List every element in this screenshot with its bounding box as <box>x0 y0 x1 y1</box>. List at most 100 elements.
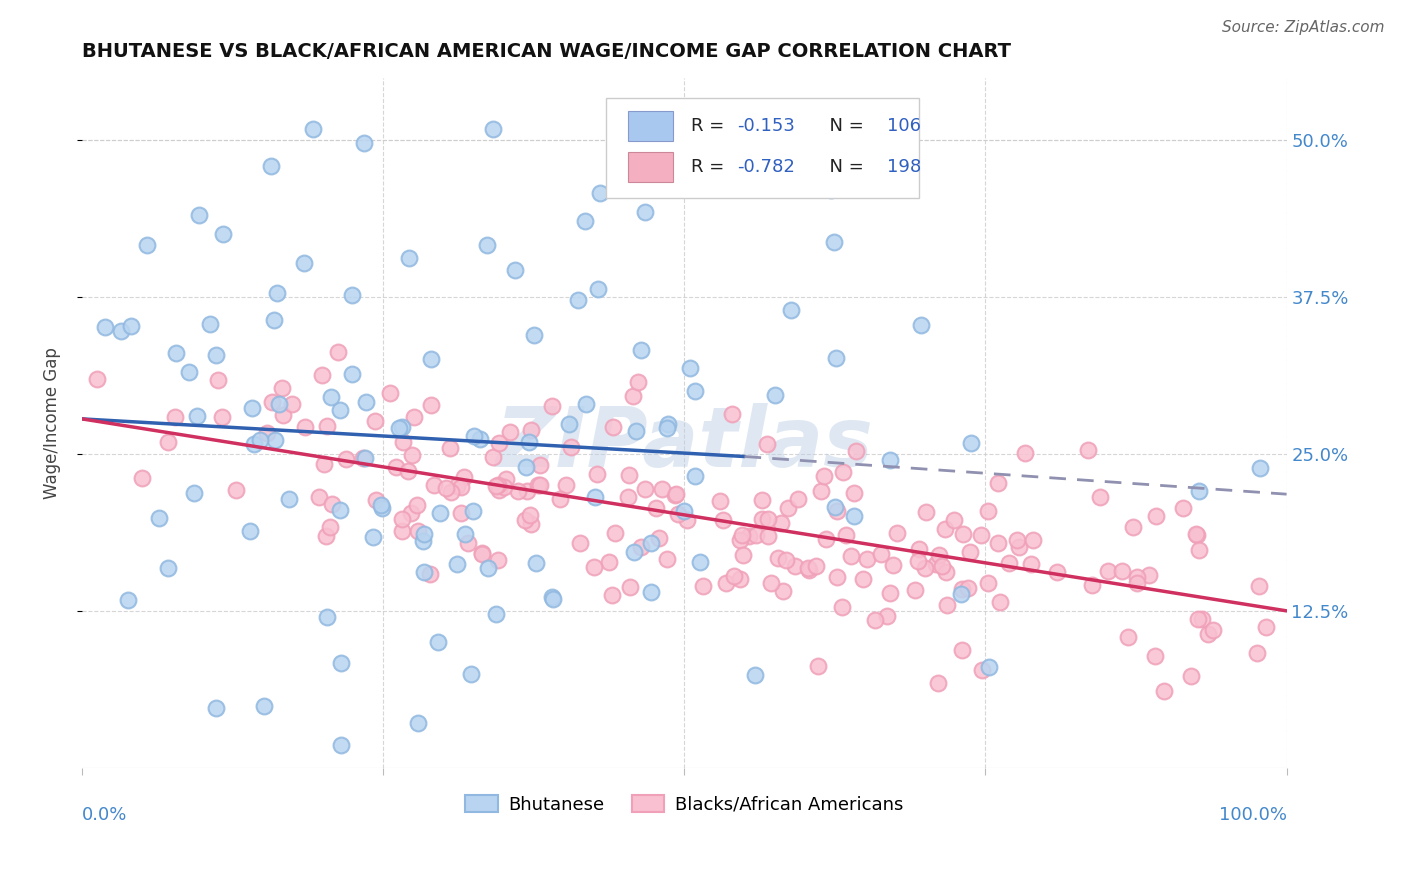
Point <box>583 490 606 504</box>
Point <box>205 348 228 362</box>
Point <box>763 387 786 401</box>
Point <box>420 351 443 366</box>
Point <box>266 285 288 300</box>
Point <box>807 659 830 673</box>
Point <box>936 599 959 613</box>
Point <box>825 351 848 365</box>
Point <box>516 483 538 498</box>
Point <box>825 570 848 584</box>
Point <box>824 500 846 515</box>
Point <box>326 345 349 359</box>
Point <box>131 471 153 485</box>
Point <box>488 436 510 450</box>
Point <box>486 477 509 491</box>
Point <box>263 313 285 327</box>
Point <box>560 440 582 454</box>
Point <box>541 399 564 413</box>
Point <box>524 556 547 570</box>
Point <box>471 547 494 561</box>
Point <box>520 516 543 531</box>
FancyBboxPatch shape <box>627 153 673 183</box>
Point <box>731 548 754 562</box>
Point <box>499 425 522 440</box>
FancyBboxPatch shape <box>627 111 673 141</box>
Text: 198: 198 <box>887 158 921 177</box>
Point <box>302 122 325 136</box>
Point <box>1111 564 1133 578</box>
Point <box>413 527 436 541</box>
Point <box>731 528 754 542</box>
Point <box>321 497 343 511</box>
Point <box>529 478 551 492</box>
Text: -0.782: -0.782 <box>737 158 796 177</box>
Point <box>398 464 420 478</box>
Point <box>651 483 673 497</box>
Point <box>249 433 271 447</box>
Point <box>806 559 828 574</box>
Point <box>406 524 429 538</box>
Point <box>952 526 974 541</box>
Point <box>692 579 714 593</box>
Point <box>1188 483 1211 498</box>
Point <box>679 361 702 376</box>
Point <box>783 559 806 574</box>
Point <box>575 397 598 411</box>
Point <box>419 567 441 582</box>
Point <box>446 479 468 493</box>
Point <box>207 373 229 387</box>
Point <box>709 494 731 508</box>
Point <box>786 491 808 506</box>
Point <box>1144 509 1167 524</box>
Point <box>460 666 482 681</box>
Point <box>253 699 276 714</box>
Text: N =: N = <box>818 117 869 135</box>
Point <box>148 511 170 525</box>
Point <box>623 545 645 559</box>
Point <box>513 513 536 527</box>
Point <box>204 701 226 715</box>
Point <box>627 376 650 390</box>
Point <box>260 159 283 173</box>
Point <box>1197 627 1219 641</box>
Point <box>1126 570 1149 584</box>
Point <box>950 642 973 657</box>
Point <box>239 524 262 538</box>
Point <box>950 582 973 597</box>
Point <box>454 527 477 541</box>
Point <box>720 407 742 421</box>
Point <box>378 386 401 401</box>
Point <box>434 481 457 495</box>
Point <box>361 530 384 544</box>
Point <box>640 535 662 549</box>
Point <box>586 467 609 481</box>
Point <box>186 409 208 423</box>
Point <box>1019 557 1042 571</box>
Point <box>453 470 475 484</box>
Point <box>1122 519 1144 533</box>
Point <box>519 508 541 522</box>
Point <box>970 663 993 677</box>
Point <box>600 589 623 603</box>
Point <box>475 237 498 252</box>
Point <box>335 452 357 467</box>
Point <box>835 528 858 542</box>
Point <box>634 204 657 219</box>
Point <box>240 401 263 416</box>
Point <box>634 482 657 496</box>
Point <box>1249 461 1271 475</box>
Point <box>998 556 1021 570</box>
Point <box>768 550 790 565</box>
Point <box>329 738 352 752</box>
Point <box>664 487 686 501</box>
Point <box>988 595 1011 609</box>
Point <box>391 512 413 526</box>
Point <box>903 583 925 598</box>
Point <box>827 504 849 518</box>
Point <box>1046 565 1069 579</box>
Point <box>1153 683 1175 698</box>
Point <box>683 469 706 483</box>
Point <box>568 535 591 549</box>
Point <box>401 449 423 463</box>
Point <box>468 432 491 446</box>
Point <box>523 327 546 342</box>
